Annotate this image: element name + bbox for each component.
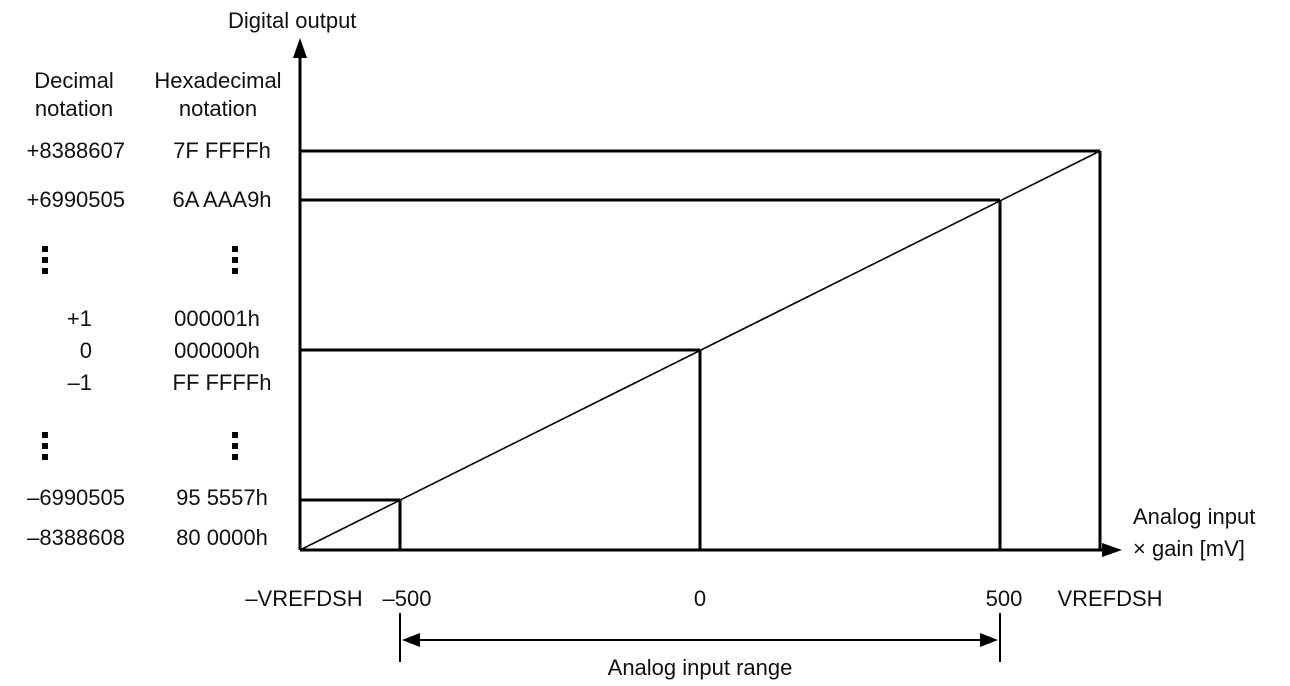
hex-value: 6A AAA9h bbox=[172, 187, 271, 212]
decimal-value: +8388607 bbox=[27, 138, 126, 163]
decimal-value: –1 bbox=[68, 370, 92, 395]
decimal-value: +1 bbox=[67, 306, 92, 331]
x-tick-neg-vref: –VREFDSH bbox=[245, 586, 362, 611]
hex-value: 000000h bbox=[174, 338, 260, 363]
x-tick-pos-vref: VREFDSH bbox=[1057, 586, 1162, 611]
hex-value: 80 0000h bbox=[176, 525, 268, 550]
y-axis-title: Digital output bbox=[228, 8, 356, 33]
hex-header-line1: Hexadecimal bbox=[154, 68, 281, 93]
x-axis-title-line2: × gain [mV] bbox=[1133, 536, 1245, 561]
decimal-value: –6990505 bbox=[27, 485, 125, 510]
hex-header-line2: notation bbox=[179, 96, 257, 121]
x-tick-neg-500: –500 bbox=[383, 586, 432, 611]
transfer-line bbox=[299, 150, 1101, 551]
decimal-header-line1: Decimal bbox=[34, 68, 113, 93]
hex-value: FF FFFFh bbox=[173, 370, 272, 395]
range-arrowhead-right bbox=[980, 633, 998, 647]
x-tick-pos-500: 500 bbox=[986, 586, 1023, 611]
decimal-value: +6990505 bbox=[27, 187, 126, 212]
x-axis-title-line1: Analog input bbox=[1133, 504, 1255, 529]
ellipsis-decimal-upper bbox=[42, 246, 48, 274]
x-axis-arrowhead bbox=[1102, 543, 1122, 557]
range-label: Analog input range bbox=[608, 655, 793, 680]
hex-value: 95 5557h bbox=[176, 485, 268, 510]
ellipsis-hex-upper bbox=[232, 246, 238, 274]
decimal-value: 0 bbox=[80, 338, 92, 363]
hex-value: 7F FFFFh bbox=[173, 138, 271, 163]
ellipsis-hex-lower bbox=[232, 432, 238, 460]
ellipsis-decimal-lower bbox=[42, 432, 48, 460]
range-arrowhead-left bbox=[402, 633, 420, 647]
x-tick-zero: 0 bbox=[694, 586, 706, 611]
decimal-value: –8388608 bbox=[27, 525, 125, 550]
decimal-header-line2: notation bbox=[35, 96, 113, 121]
hex-value: 000001h bbox=[174, 306, 260, 331]
y-axis-arrowhead bbox=[293, 38, 307, 58]
